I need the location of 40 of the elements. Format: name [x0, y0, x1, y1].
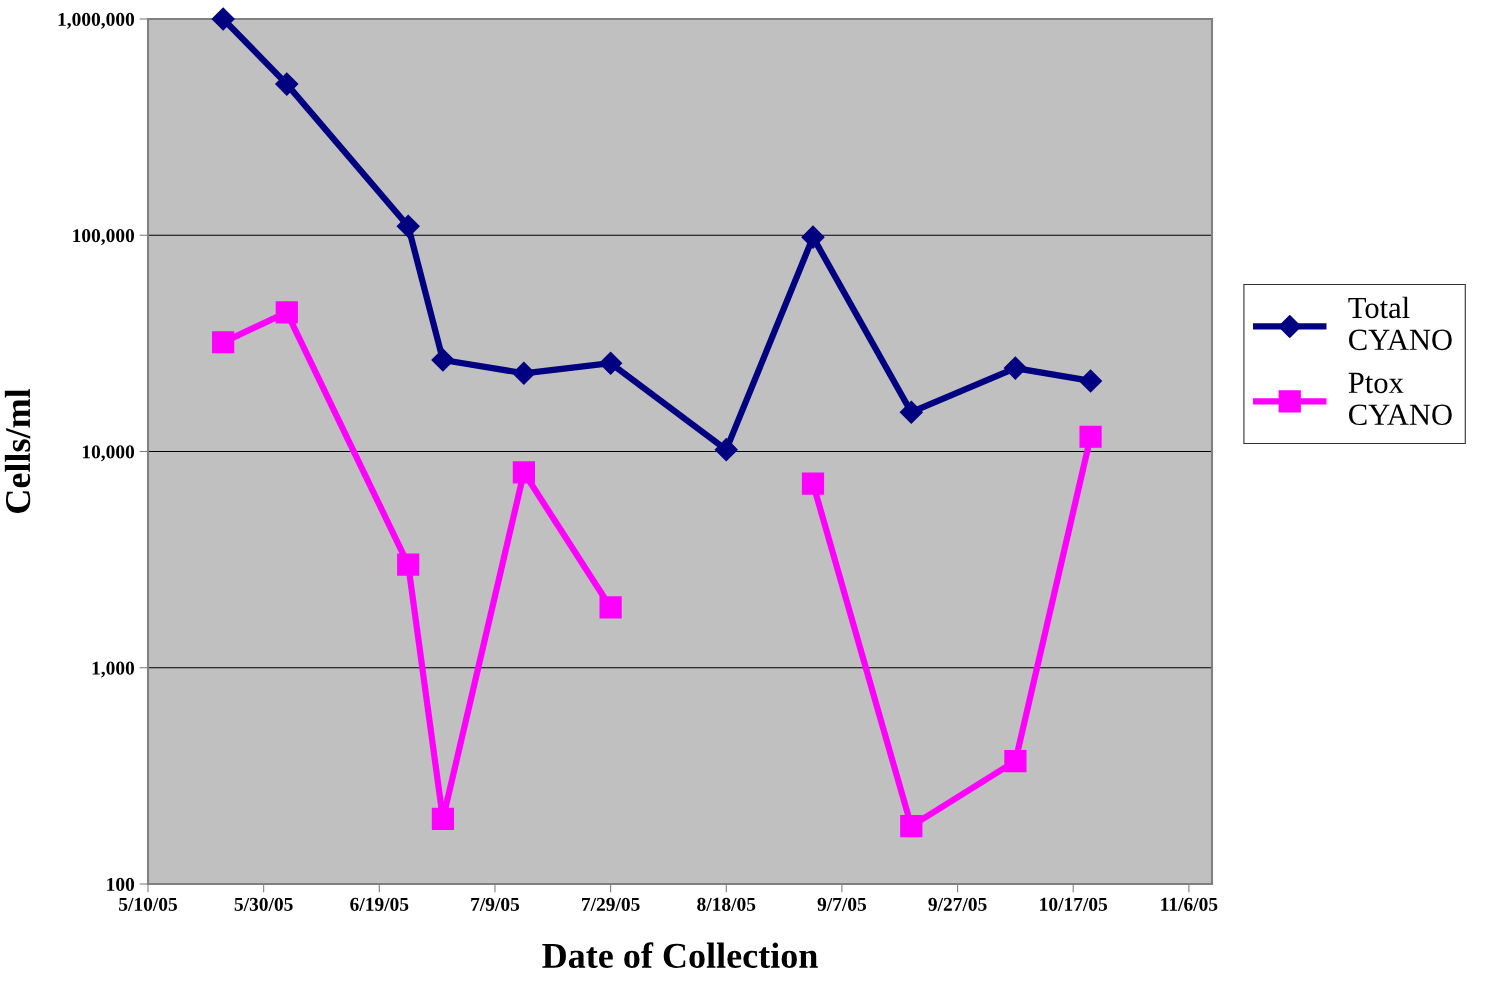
point — [599, 596, 622, 619]
point — [212, 331, 235, 354]
y-axis-title: Cells/ml — [4, 388, 31, 513]
point — [1079, 369, 1103, 393]
x-tick-label: 10/17/05 — [1040, 897, 1108, 911]
x-axis-title: Date of Collection — [542, 942, 818, 969]
point — [211, 7, 235, 31]
y-tick-label: 10,000 — [82, 445, 135, 462]
point — [599, 351, 623, 375]
y-tick-label: 100 — [107, 877, 135, 891]
point — [396, 214, 420, 238]
point — [512, 461, 535, 484]
point — [801, 225, 825, 249]
point — [801, 472, 825, 495]
legend-label: Total CYANO — [1348, 296, 1452, 351]
point — [512, 361, 536, 385]
point — [1004, 750, 1027, 773]
point — [275, 72, 299, 96]
y-tick-label: 1,000 — [92, 661, 135, 678]
point — [899, 400, 923, 424]
point — [397, 553, 420, 576]
point — [431, 807, 455, 831]
point — [275, 301, 298, 324]
point — [714, 438, 738, 462]
y-tick-label: 1,000,000 — [58, 12, 135, 29]
x-tick-label: 6/19/05 — [350, 897, 409, 911]
y-tick-label: 100,000 — [73, 229, 135, 246]
x-tick-label: 9/7/05 — [817, 897, 867, 911]
x-tick-label: 7/9/05 — [471, 897, 520, 911]
x-tick-label: 11/6/05 — [1161, 897, 1218, 911]
point — [1079, 425, 1102, 448]
x-tick-label: 5/30/05 — [234, 897, 293, 911]
x-tick-label: 5/10/05 — [119, 897, 177, 911]
legend-label: Ptox CYANO — [1348, 372, 1452, 426]
x-tick-label: 9/27/05 — [928, 897, 987, 911]
point — [431, 348, 455, 372]
x-tick-label: 7/29/05 — [582, 897, 640, 911]
point — [900, 815, 923, 838]
point — [1003, 356, 1027, 380]
x-tick-label: 8/18/05 — [697, 897, 756, 911]
